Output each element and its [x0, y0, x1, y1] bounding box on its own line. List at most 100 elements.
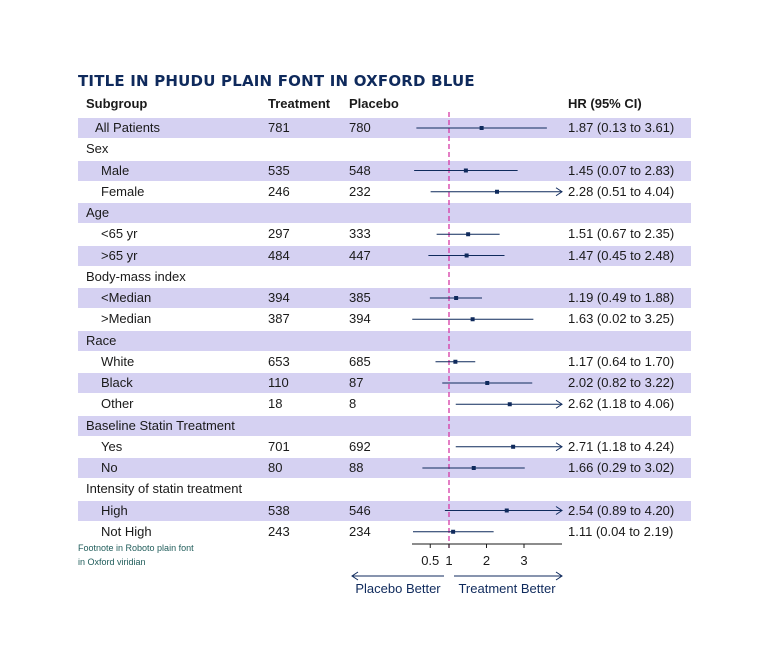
placebo-count: 780 [349, 120, 371, 135]
hazard-ratio-point [479, 126, 484, 130]
hazard-ratio-point [511, 444, 516, 449]
hazard-ratio-point [485, 381, 490, 385]
placebo-count: 8 [349, 396, 357, 412]
hazard-ratio-text: 1.47 (0.45 to 2.48) [568, 247, 675, 263]
ci-arrow-head [555, 187, 563, 197]
footnote-line-2: in Oxford viridian [78, 557, 146, 567]
hazard-ratio-point [463, 168, 468, 173]
placebo-count: 447 [349, 247, 371, 263]
subgroup-label: >Median [101, 311, 152, 327]
placebo-count: 232 [349, 183, 371, 199]
x-tick-label: 3 [520, 553, 527, 568]
header-hr: HR (95% CI) [568, 96, 642, 111]
hazard-ratio-point [464, 253, 469, 258]
subgroup-label: Not High [101, 523, 152, 539]
hazard-ratio-point [495, 189, 499, 194]
chart-title: TITLE IN PHUDU PLAIN FONT IN OXFORD BLUE [78, 72, 475, 90]
subgroup-label: Yes [101, 438, 123, 454]
hazard-ratio-text: 1.87 (0.13 to 3.61) [568, 120, 675, 135]
treatment-count: 80 [268, 460, 283, 475]
treatment-count: 243 [268, 523, 290, 539]
hazard-ratio-point [507, 402, 512, 407]
hazard-ratio-text: 1.66 (0.29 to 3.02) [568, 460, 675, 475]
placebo-count: 333 [349, 226, 371, 242]
hazard-ratio-text: 1.51 (0.67 to 2.35) [568, 226, 675, 242]
treatment-count: 394 [268, 290, 290, 305]
header-treatment: Treatment [268, 96, 331, 111]
subgroup-label: All Patients [95, 120, 161, 135]
hazard-ratio-text: 1.19 (0.49 to 1.88) [568, 290, 675, 305]
subgroup-label: White [101, 353, 135, 369]
hazard-ratio-point [453, 359, 458, 364]
treatment-count: 538 [268, 502, 290, 518]
placebo-count: 692 [349, 438, 371, 454]
row-band [78, 288, 691, 308]
subgroup-label: <Median [101, 290, 152, 305]
treatment-better-label: Treatment Better [458, 581, 556, 596]
treatment-count: 653 [268, 353, 290, 369]
footnote-line-1: Footnote in Roboto plain font [78, 543, 194, 553]
row-band [78, 160, 691, 181]
x-tick-label: 0.5 [421, 553, 439, 568]
hazard-ratio-text: 1.11 (0.04 to 2.19) [568, 523, 674, 539]
treatment-count: 701 [268, 438, 290, 454]
placebo-better-arrow [351, 571, 444, 581]
hazard-ratio-point [466, 232, 471, 237]
group-header-label: Age [86, 205, 110, 220]
subgroup-label: >65 yr [101, 247, 138, 263]
hazard-ratio-text: 2.28 (0.51 to 4.04) [568, 183, 675, 199]
subgroup-label: Other [101, 396, 134, 412]
footnote: Footnote in Roboto plain font in Oxford … [78, 541, 194, 569]
row-band [78, 500, 691, 521]
placebo-count: 234 [349, 523, 371, 539]
hazard-ratio-point [470, 317, 475, 322]
hazard-ratio-text: 1.45 (0.07 to 2.83) [568, 162, 675, 178]
placebo-better-label: Placebo Better [355, 581, 441, 596]
hazard-ratio-text: 2.71 (1.18 to 4.24) [568, 438, 675, 454]
subgroup-label: No [101, 460, 118, 475]
ci-arrow-head [555, 506, 563, 515]
treatment-count: 110 [268, 375, 289, 390]
placebo-count: 685 [349, 353, 371, 369]
placebo-count: 88 [349, 460, 364, 475]
row-band [78, 245, 691, 266]
header-placebo: Placebo [349, 96, 399, 111]
placebo-count: 546 [349, 502, 371, 518]
group-header-label: Sex [86, 141, 109, 157]
treatment-count: 781 [268, 120, 290, 135]
hazard-ratio-point [471, 466, 476, 470]
subgroup-label: Male [101, 162, 130, 178]
group-header-label: Race [86, 332, 117, 348]
group-header-label: Baseline Statin Treatment [86, 417, 235, 433]
treatment-count: 535 [268, 162, 290, 178]
hazard-ratio-point [504, 508, 509, 513]
ci-arrow-head [555, 442, 563, 452]
row-band [78, 458, 691, 478]
hazard-ratio-point [451, 529, 456, 534]
hazard-ratio-text: 2.62 (1.18 to 4.06) [568, 396, 675, 412]
placebo-count: 548 [349, 162, 371, 178]
treatment-count: 246 [268, 183, 290, 199]
header-subgroup: Subgroup [86, 96, 148, 111]
x-tick-label: 1 [445, 553, 452, 568]
treatment-count: 18 [268, 396, 283, 412]
subgroup-label: Black [101, 375, 133, 390]
group-header-label: Intensity of statin treatment [86, 481, 243, 497]
placebo-count: 385 [349, 290, 371, 305]
hazard-ratio-point [454, 296, 459, 300]
subgroup-label: Female [101, 183, 145, 199]
group-header-label: Body-mass index [86, 268, 186, 284]
subgroup-label: <65 yr [101, 226, 138, 242]
placebo-count: 394 [349, 311, 371, 327]
treatment-count: 297 [268, 226, 290, 242]
hazard-ratio-text: 2.02 (0.82 to 3.22) [568, 375, 675, 390]
row-band [78, 330, 691, 351]
treatment-better-arrow [454, 571, 563, 581]
row-band [78, 415, 691, 436]
hazard-ratio-text: 2.54 (0.89 to 4.20) [568, 502, 675, 518]
row-band [78, 118, 691, 138]
placebo-count: 87 [349, 375, 364, 390]
subgroup-label: High [101, 502, 128, 518]
hazard-ratio-text: 1.17 (0.64 to 1.70) [568, 353, 675, 369]
